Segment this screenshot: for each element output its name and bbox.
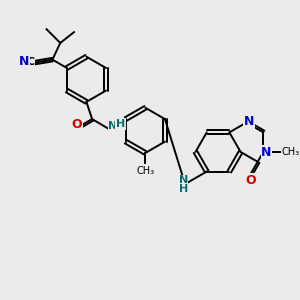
Text: CH₃: CH₃ (136, 166, 155, 176)
Text: C: C (27, 57, 35, 67)
Text: CH₃: CH₃ (282, 147, 300, 157)
Text: N: N (108, 121, 117, 131)
Text: H: H (178, 184, 188, 194)
Text: N: N (19, 55, 29, 68)
Text: O: O (245, 174, 256, 187)
Text: O: O (72, 118, 82, 131)
Text: N: N (261, 146, 272, 158)
Text: H: H (116, 119, 125, 129)
Text: N: N (178, 176, 188, 185)
Text: N: N (244, 115, 254, 128)
